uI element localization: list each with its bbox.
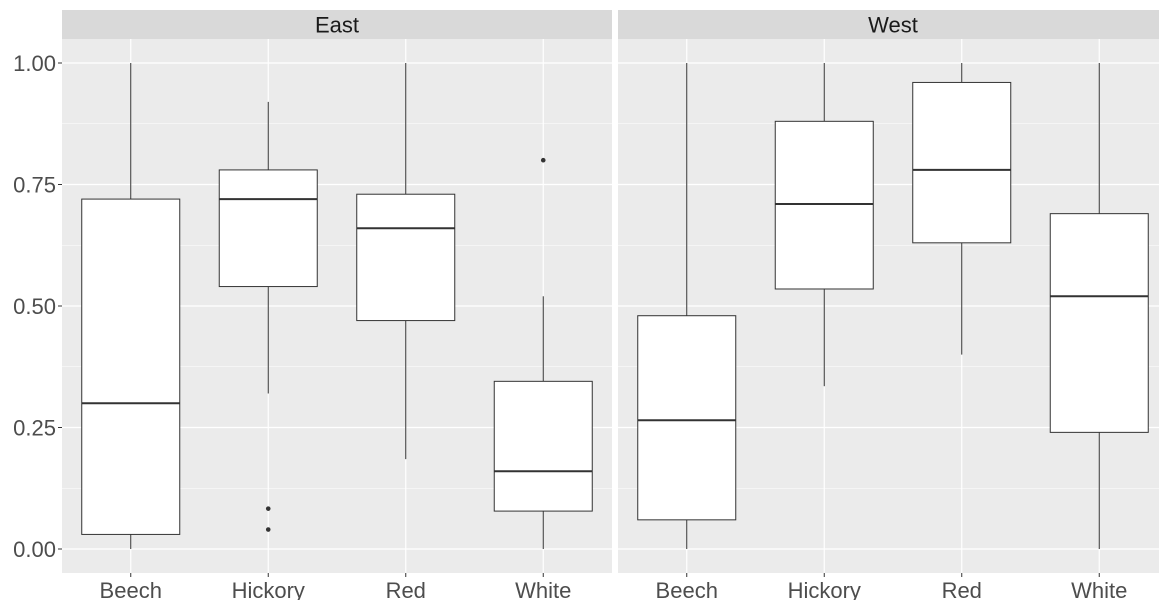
outlier-point (266, 527, 271, 532)
box-iqr (357, 194, 455, 320)
x-tick-label: White (515, 578, 571, 600)
box-iqr (82, 199, 180, 534)
y-tick-label: 0.25 (13, 416, 56, 441)
facet-strip-label: East (315, 13, 359, 38)
x-tick-label: Hickory (232, 578, 305, 600)
facet-panel-west: West Beech Hickory Red White (618, 10, 1159, 600)
box-iqr (219, 170, 317, 287)
x-tick-label: Red (386, 578, 426, 600)
y-axis: 0.00 0.25 0.50 0.75 1.00 (13, 51, 62, 562)
outlier-point (541, 158, 546, 163)
y-tick-label: 1.00 (13, 51, 56, 76)
x-tick-label: White (1071, 578, 1127, 600)
box-iqr (494, 381, 592, 511)
y-tick-label: 0.50 (13, 294, 56, 319)
facet-strip-label: West (868, 13, 918, 38)
y-tick-label: 0.00 (13, 537, 56, 562)
x-tick-label: Hickory (788, 578, 861, 600)
y-tick-label: 0.75 (13, 173, 56, 198)
facet-panel-east: East Beech Hickory Red White (62, 10, 612, 600)
box-iqr (913, 82, 1011, 242)
box-iqr (638, 316, 736, 520)
x-tick-label: Beech (100, 578, 162, 600)
outlier-point (266, 506, 271, 511)
x-tick-label: Beech (656, 578, 718, 600)
box-iqr (1050, 214, 1148, 433)
x-tick-label: Red (942, 578, 982, 600)
facet-panels: East Beech Hickory Red White West Beech Hickory… (62, 10, 1159, 600)
box-iqr (775, 121, 873, 289)
